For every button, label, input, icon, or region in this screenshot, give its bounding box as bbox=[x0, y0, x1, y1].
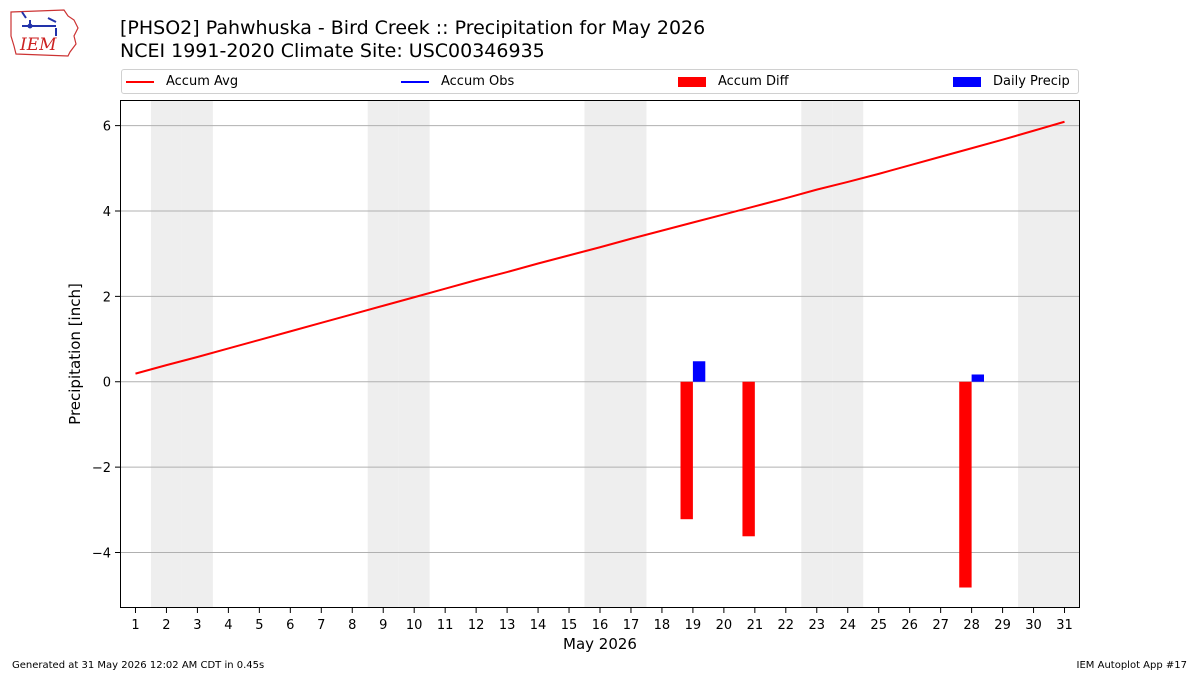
legend-item-accum-obs: Accum Obs bbox=[401, 70, 514, 93]
x-tick-label: 9 bbox=[379, 618, 387, 633]
x-tick-label: 14 bbox=[530, 618, 547, 633]
x-tick-label: 5 bbox=[255, 618, 263, 633]
bars bbox=[680, 361, 984, 588]
legend-swatch bbox=[678, 76, 706, 87]
daily-precip-bar bbox=[971, 374, 984, 382]
x-tick-label: 26 bbox=[901, 618, 918, 633]
x-tick-label: 24 bbox=[839, 618, 856, 633]
weekend-band bbox=[367, 100, 399, 608]
x-tick-label: 11 bbox=[437, 618, 454, 633]
y-tick-label: −4 bbox=[92, 547, 111, 562]
x-tick-label: 16 bbox=[592, 618, 609, 633]
x-tick-label: 2 bbox=[162, 618, 170, 633]
y-tick-label: 4 bbox=[103, 205, 111, 220]
x-tick-label: 27 bbox=[932, 618, 949, 633]
lines bbox=[135, 120, 1065, 375]
y-gridlines bbox=[120, 125, 1080, 554]
weekend-band bbox=[615, 100, 647, 608]
chart-subtitle: NCEI 1991-2020 Climate Site: USC00346935 bbox=[120, 40, 545, 62]
weekend-band bbox=[398, 100, 430, 608]
y-tick-label: 6 bbox=[103, 120, 111, 135]
plot-frame bbox=[120, 100, 1080, 608]
weekend-band bbox=[801, 100, 833, 608]
legend-label: Accum Diff bbox=[718, 74, 789, 89]
accum-diff-bar bbox=[680, 381, 693, 520]
legend-swatch bbox=[126, 80, 154, 83]
x-tick-label: 12 bbox=[468, 618, 485, 633]
x-tick-label: 28 bbox=[963, 618, 980, 633]
weekend-band bbox=[832, 100, 864, 608]
legend-item-accum-avg: Accum Avg bbox=[126, 70, 238, 93]
x-tick-label: 8 bbox=[348, 618, 356, 633]
x-tick-label: 21 bbox=[747, 618, 764, 633]
x-tick-label: 1 bbox=[131, 618, 139, 633]
x-tick-label: 31 bbox=[1056, 618, 1073, 633]
x-tick-label: 13 bbox=[499, 618, 516, 633]
weekend-band bbox=[1018, 100, 1050, 608]
iem-logo: IEM bbox=[10, 9, 79, 57]
x-tick-label: 23 bbox=[809, 618, 826, 633]
weekend-band bbox=[1049, 100, 1080, 608]
footer-app: IEM Autoplot App #17 bbox=[1076, 660, 1187, 671]
x-tick-label: 15 bbox=[561, 618, 578, 633]
y-tick-label: 0 bbox=[103, 376, 111, 391]
y-tick-label: −2 bbox=[92, 461, 111, 476]
x-axis-label: May 2026 bbox=[563, 635, 637, 653]
legend-label: Accum Avg bbox=[166, 74, 239, 89]
x-tick-label: 29 bbox=[994, 618, 1011, 633]
iowa-outline bbox=[10, 9, 79, 57]
x-tick-label: 4 bbox=[224, 618, 232, 633]
weekend-band bbox=[150, 100, 182, 608]
weekend-shading bbox=[150, 100, 1080, 608]
iem-logo-text: IEM bbox=[19, 35, 57, 55]
x-tick-label: 10 bbox=[406, 618, 423, 633]
legend-item-daily-precip: Daily Precip bbox=[953, 70, 1070, 93]
chart-title: [PHSO2] Pahwhuska - Bird Creek :: Precip… bbox=[120, 17, 706, 39]
x-tick-label: 6 bbox=[286, 618, 294, 633]
daily-precip-bar bbox=[692, 361, 706, 382]
x-tick-label: 18 bbox=[654, 618, 671, 633]
y-axis: 6 4 2 0 −2 −4 bbox=[92, 120, 120, 562]
x-tick-label: 22 bbox=[778, 618, 795, 633]
x-tick-label: 30 bbox=[1025, 618, 1042, 633]
x-tick-label: 7 bbox=[317, 618, 325, 633]
x-tick-label: 17 bbox=[623, 618, 640, 633]
x-axis: 1 2 3 4 5 6 7 8 9 10 11 12 13 14 15 16 17 18 19 20 21 22 23 24 2… bbox=[131, 608, 1073, 633]
weather-station-icon bbox=[21, 11, 57, 36]
legend-swatch bbox=[401, 80, 429, 83]
x-tick-label: 3 bbox=[193, 618, 201, 633]
weekend-band bbox=[181, 100, 213, 608]
accum-diff-bar bbox=[959, 381, 972, 588]
footer-generated: Generated at 31 May 2026 12:02 AM CDT in… bbox=[12, 660, 265, 671]
legend-label: Daily Precip bbox=[993, 74, 1070, 89]
x-tick-label: 25 bbox=[870, 618, 887, 633]
legend-item-accum-diff: Accum Diff bbox=[678, 70, 789, 93]
accum-diff-bar bbox=[742, 381, 755, 537]
accum-avg-line bbox=[135, 120, 1065, 375]
legend-swatch bbox=[953, 76, 981, 87]
x-tick-label: 20 bbox=[716, 618, 733, 633]
y-axis-label: Precipitation [inch] bbox=[66, 283, 84, 425]
x-tick-label: 19 bbox=[685, 618, 702, 633]
legend-label: Accum Obs bbox=[441, 74, 515, 89]
y-tick-label: 2 bbox=[103, 290, 111, 305]
weekend-band bbox=[584, 100, 616, 608]
chart-legend: Accum Avg Accum Obs Accum Diff Daily Pre… bbox=[121, 69, 1079, 94]
